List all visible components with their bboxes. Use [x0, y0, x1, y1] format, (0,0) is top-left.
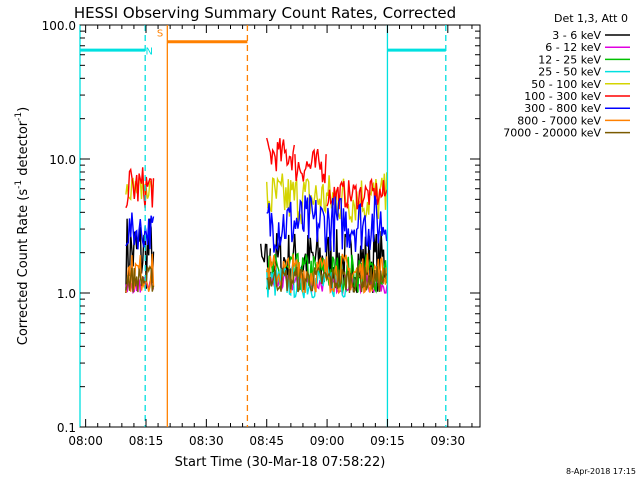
y-axis-label-end: ): [16, 107, 31, 112]
legend-item: 25 - 50 keV: [538, 66, 630, 79]
series-layer: [125, 137, 388, 299]
legend-header: Det 1,3, Att 0: [554, 12, 628, 25]
y-tick-label: 1.0: [57, 287, 76, 301]
chart-title: HESSI Observing Summary Count Rates, Cor…: [74, 4, 456, 22]
legend-label: 25 - 50 keV: [538, 66, 601, 79]
legend-item: 300 - 800 keV: [524, 102, 630, 115]
y-tick-label: 0.1: [57, 421, 76, 435]
y-axis-label: Corrected Count Rate (s-1 detector-1): [14, 107, 31, 345]
legend-label: 800 - 7000 keV: [517, 114, 601, 127]
series-trace: [266, 193, 388, 253]
x-tick-label: 09:00: [310, 434, 345, 448]
series-trace: [266, 137, 295, 172]
y-axis-label-sup1: -1: [14, 180, 24, 189]
legend-item: 3 - 6 keV: [552, 29, 630, 42]
legend-label: 6 - 12 keV: [545, 41, 601, 54]
y-axis-label-main: Corrected Count Rate (s: [16, 189, 31, 346]
series-trace: [125, 218, 155, 294]
series-5: [125, 137, 388, 210]
marker-layer: NS: [79, 25, 447, 427]
legend-item: 800 - 7000 keV: [517, 114, 630, 127]
legend-label: 300 - 800 keV: [524, 102, 601, 115]
y-tick-label: 100.0: [42, 19, 76, 33]
series-trace: [326, 177, 388, 210]
legend-item: 12 - 25 keV: [538, 53, 630, 66]
legend-label: 100 - 300 keV: [524, 90, 601, 103]
saa-flag-label: S: [157, 29, 163, 40]
series-8: [125, 265, 388, 294]
x-tick-label: 08:15: [129, 434, 164, 448]
series-trace: [125, 212, 155, 250]
legend-label: 7000 - 20000 keV: [503, 127, 601, 140]
y-axis-label-mid: detector: [16, 120, 31, 180]
series-trace: [266, 253, 388, 295]
legend-item: 7000 - 20000 keV: [503, 127, 630, 140]
x-tick-label: 08:00: [68, 434, 103, 448]
series-6: [125, 193, 388, 253]
series-trace: [266, 172, 388, 225]
x-tick-label: 09:30: [431, 434, 466, 448]
series-trace: [294, 148, 327, 184]
series-trace: [125, 265, 155, 293]
axis-layer: 08:00 08:15 08:30 08:45 09:00 09:15 09:30 0.1 1.…: [42, 19, 480, 448]
series-trace: [266, 265, 388, 294]
x-tick-label: 09:15: [370, 434, 405, 448]
x-tick-label: 08:30: [189, 434, 224, 448]
y-tick-label: 10.0: [49, 153, 76, 167]
x-axis-label: Start Time (30-Mar-18 07:58:22): [175, 455, 386, 470]
y-axis-label-sup2: -1: [14, 112, 24, 121]
night-flag-label: N: [145, 47, 152, 58]
series-trace: [125, 167, 155, 209]
legend-item: 6 - 12 keV: [545, 41, 630, 54]
legend-label: 50 - 100 keV: [531, 78, 601, 91]
x-tick-label: 08:45: [249, 434, 284, 448]
legend-item: 100 - 300 keV: [524, 90, 630, 103]
legend-item: 50 - 100 keV: [531, 78, 630, 91]
legend-label: 12 - 25 keV: [538, 53, 601, 66]
legend-label: 3 - 6 keV: [552, 29, 601, 42]
footer-date: 8-Apr-2018 17:15: [566, 467, 636, 476]
